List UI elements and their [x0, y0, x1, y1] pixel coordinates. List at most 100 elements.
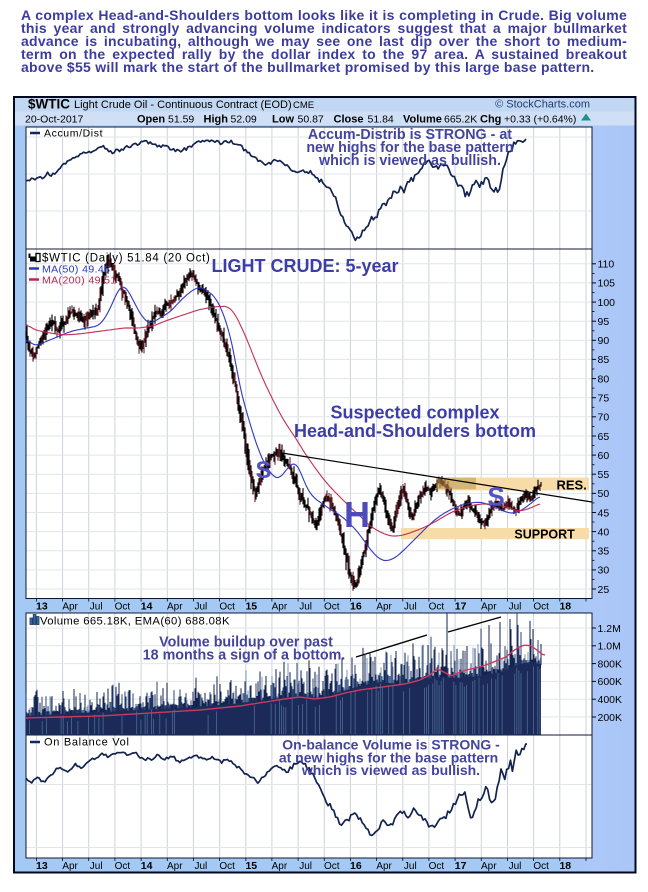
svg-text:800K: 800K: [598, 658, 623, 670]
svg-text:60: 60: [598, 450, 610, 462]
svg-text:H: H: [344, 494, 370, 535]
svg-text:80: 80: [598, 373, 610, 385]
svg-text:which is viewed as bullish.: which is viewed as bullish.: [318, 153, 501, 169]
svg-text:51.59: 51.59: [168, 114, 194, 126]
svg-text:Volume 665.18K, EMA(60) 688.08: Volume 665.18K, EMA(60) 688.08K: [40, 616, 230, 628]
svg-text:Jul: Jul: [299, 602, 312, 613]
svg-text:Accum-Distrib is STRONG - at: Accum-Distrib is STRONG - at: [308, 127, 512, 143]
svg-text:Oct: Oct: [115, 602, 131, 613]
svg-text:On Balance Vol: On Balance Vol: [44, 737, 130, 749]
svg-text:20-Oct-2017: 20-Oct-2017: [25, 114, 84, 126]
svg-text:Apr: Apr: [62, 602, 78, 613]
svg-text:51.84: 51.84: [368, 114, 394, 126]
svg-text:Volume: Volume: [403, 114, 442, 126]
svg-text:Apr: Apr: [272, 861, 288, 872]
svg-text:Apr: Apr: [272, 602, 288, 613]
svg-text:15: 15: [245, 601, 257, 613]
svg-text:13: 13: [36, 860, 48, 872]
svg-text:SUPPORT: SUPPORT: [514, 528, 575, 542]
svg-text:MA(50) 49.48: MA(50) 49.48: [42, 264, 110, 276]
svg-text:35: 35: [598, 546, 610, 558]
svg-text:50.87: 50.87: [298, 114, 324, 126]
svg-text:1.2M: 1.2M: [598, 623, 621, 635]
svg-text:Oct: Oct: [219, 861, 235, 872]
svg-text:LIGHT CRUDE: 5-year: LIGHT CRUDE: 5-year: [211, 256, 398, 276]
svg-text:which is viewed as bullish.: which is viewed as bullish.: [301, 762, 480, 778]
svg-text:Head-and-Shoulders bottom: Head-and-Shoulders bottom: [294, 421, 536, 441]
svg-text:$WTIC: $WTIC: [28, 97, 70, 112]
svg-text:Apr: Apr: [481, 602, 497, 613]
svg-text:Oct: Oct: [533, 861, 549, 872]
svg-text:Suspected complex: Suspected complex: [330, 403, 499, 423]
svg-text:17: 17: [455, 860, 467, 872]
svg-text:Jul: Jul: [299, 861, 312, 872]
svg-text:40: 40: [598, 526, 610, 538]
svg-text:90: 90: [598, 335, 610, 347]
svg-text:Oct: Oct: [115, 861, 131, 872]
svg-text:25: 25: [598, 584, 610, 596]
svg-text:16: 16: [350, 860, 362, 872]
svg-text:665.2K: 665.2K: [444, 114, 477, 126]
svg-text:15: 15: [245, 860, 257, 872]
svg-text:at new highs for the base patt: at new highs for the base pattern: [279, 750, 498, 766]
svg-text:Low: Low: [272, 114, 294, 126]
svg-text:200K: 200K: [598, 712, 623, 724]
svg-text:17: 17: [455, 601, 467, 613]
svg-text:Oct: Oct: [533, 602, 549, 613]
svg-text:Jul: Jul: [90, 861, 103, 872]
svg-text:Jul: Jul: [404, 602, 417, 613]
svg-text:Open: Open: [137, 114, 165, 126]
svg-text:S: S: [255, 457, 271, 484]
svg-text:Jul: Jul: [195, 861, 208, 872]
svg-text:100: 100: [598, 297, 616, 309]
svg-text:Light Crude Oil - Continuous C: Light Crude Oil - Continuous Contract (E…: [74, 99, 292, 111]
svg-text:Chg: Chg: [480, 114, 501, 126]
svg-text:Close: Close: [334, 114, 364, 126]
svg-text:400K: 400K: [598, 694, 623, 706]
svg-text:Apr: Apr: [376, 861, 392, 872]
svg-text:Accum/Dist: Accum/Dist: [44, 128, 103, 140]
svg-text:85: 85: [598, 354, 610, 366]
svg-text:95: 95: [598, 316, 610, 328]
svg-text:13: 13: [36, 601, 48, 613]
svg-text:105: 105: [598, 278, 616, 290]
svg-text:30: 30: [598, 565, 610, 577]
svg-text:70: 70: [598, 412, 610, 424]
svg-text:Apr: Apr: [481, 861, 497, 872]
svg-text:14: 14: [141, 601, 153, 613]
svg-text:Oct: Oct: [429, 602, 445, 613]
svg-text:45: 45: [598, 507, 610, 519]
svg-text:Jul: Jul: [404, 861, 417, 872]
svg-text:600K: 600K: [598, 676, 623, 688]
svg-text:$WTIC (Daily) 51.84 (20 Oct): $WTIC (Daily) 51.84 (20 Oct): [42, 253, 211, 265]
svg-text:Oct: Oct: [324, 602, 340, 613]
svg-text:Apr: Apr: [376, 602, 392, 613]
svg-text:RES.: RES.: [557, 478, 587, 493]
svg-text:Oct: Oct: [324, 861, 340, 872]
svg-text:© StockCharts.com: © StockCharts.com: [495, 99, 590, 111]
svg-text:Apr: Apr: [167, 861, 183, 872]
svg-text:50: 50: [598, 488, 610, 500]
svg-text:+0.33 (+0.64%): +0.33 (+0.64%): [504, 114, 576, 126]
svg-text:18: 18: [559, 601, 571, 613]
svg-text:High: High: [204, 114, 229, 126]
svg-text:Jul: Jul: [90, 602, 103, 613]
svg-text:Jul: Jul: [195, 602, 208, 613]
svg-text:Apr: Apr: [62, 861, 78, 872]
svg-text:Oct: Oct: [219, 602, 235, 613]
svg-text:1.0M: 1.0M: [598, 641, 621, 653]
svg-text:14: 14: [141, 860, 153, 872]
svg-text:new highs for the base pattern: new highs for the base pattern: [306, 140, 513, 156]
svg-text:MA(200) 49.51: MA(200) 49.51: [42, 275, 117, 287]
svg-text:55: 55: [598, 469, 610, 481]
svg-text:18: 18: [559, 860, 571, 872]
svg-text:CME: CME: [293, 100, 314, 111]
svg-text:18 months a sign of a bottom.: 18 months a sign of a bottom.: [143, 648, 346, 664]
svg-text:Jul: Jul: [509, 861, 522, 872]
svg-text:65: 65: [598, 431, 610, 443]
svg-text:Oct: Oct: [429, 861, 445, 872]
svg-text:Apr: Apr: [167, 602, 183, 613]
svg-text:Jul: Jul: [509, 602, 522, 613]
svg-text:Volume buildup over past: Volume buildup over past: [159, 635, 333, 651]
svg-text:16: 16: [350, 601, 362, 613]
